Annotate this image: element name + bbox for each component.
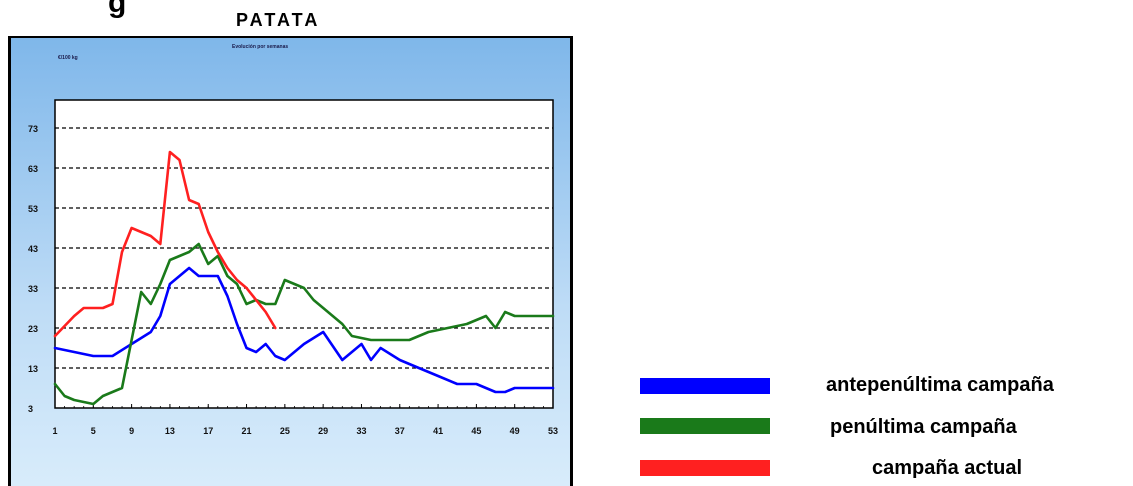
- y-tick-label: 23: [28, 324, 38, 334]
- legend-swatch-1: [640, 378, 770, 394]
- x-tick-label: 9: [129, 426, 134, 436]
- series-line-1: [53, 266, 555, 394]
- x-tick-label: 29: [318, 426, 328, 436]
- y-tick-label: 3: [28, 404, 33, 414]
- unit-label: €/100 kg: [58, 55, 78, 61]
- legend-swatch-3: [640, 460, 770, 476]
- x-tick-label: 37: [395, 426, 405, 436]
- legend-label-2: penúltima campaña: [830, 416, 1017, 438]
- x-tick-label: 25: [280, 426, 290, 436]
- x-tick-label: 41: [433, 426, 443, 436]
- legend-label-3: campaña actual: [872, 457, 1023, 479]
- y-tick-label: 63: [28, 164, 38, 174]
- x-tick-label: 1: [52, 426, 57, 436]
- plot-area: [54, 99, 554, 409]
- series-line-3: [53, 150, 277, 338]
- x-tick-label: 53: [548, 426, 558, 436]
- y-tick-label: 73: [28, 124, 38, 134]
- y-tick-label: 53: [28, 204, 38, 214]
- series-line-2: [53, 242, 555, 406]
- chart-subtitle: Evolución por semanas: [232, 44, 289, 50]
- y-tick-label: 13: [28, 364, 38, 374]
- x-tick-label: 5: [91, 426, 96, 436]
- chart-title: PATATA: [236, 10, 321, 30]
- heading-fragment: g: [108, 0, 127, 19]
- x-tick-label: 13: [165, 426, 175, 436]
- x-tick-label: 49: [510, 426, 520, 436]
- legend-label-1: antepenúltima campaña: [826, 374, 1054, 396]
- x-tick-label: 33: [356, 426, 366, 436]
- legend-swatch-2: [640, 418, 770, 434]
- y-tick-label: 33: [28, 284, 38, 294]
- x-tick-label: 21: [242, 426, 252, 436]
- x-tick-label: 17: [203, 426, 213, 436]
- y-tick-label: 43: [28, 244, 38, 254]
- x-tick-label: 45: [471, 426, 481, 436]
